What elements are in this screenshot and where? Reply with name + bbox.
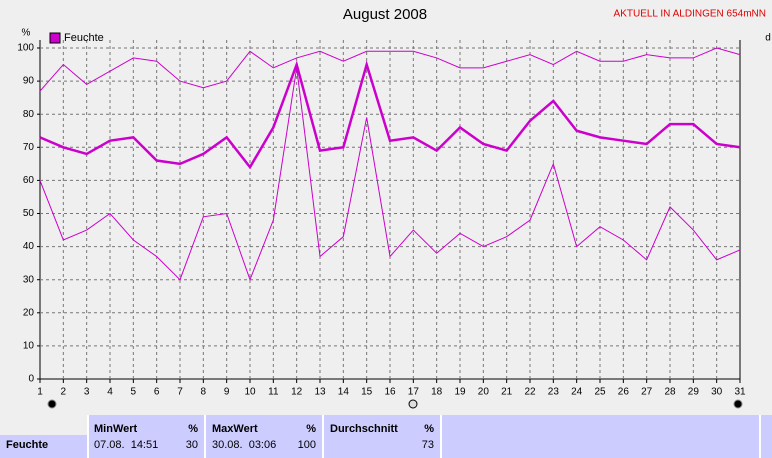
table-header: %	[188, 423, 198, 435]
x-tick-label: 9	[224, 387, 230, 398]
table-header: MaxWert	[212, 423, 258, 435]
x-tick-label: 19	[454, 387, 466, 398]
marker-icon	[733, 399, 743, 409]
x-tick-label: 30	[711, 387, 723, 398]
x-tick-label: 28	[664, 387, 676, 398]
table-corner	[0, 415, 88, 435]
x-tick-label: 31	[734, 387, 746, 398]
marker-icon	[47, 399, 57, 409]
x-tick-label: 4	[107, 387, 113, 398]
y-tick-label: 80	[23, 109, 35, 120]
series-line	[39, 47, 741, 92]
x-tick-label: 12	[291, 387, 303, 398]
y-tick-label: 30	[23, 274, 35, 285]
y-tick-label: 10	[23, 341, 35, 352]
x-tick-label: 13	[314, 387, 326, 398]
x-tick-label: 5	[131, 387, 137, 398]
y-tick-label: 70	[23, 142, 35, 153]
summary-table: MinWert % MaxWert % Durchschnitt % Feuch…	[0, 415, 772, 458]
x-tick-label: 6	[154, 387, 160, 398]
cell: 73	[422, 439, 434, 451]
x-tick-label: 24	[571, 387, 583, 398]
x-tick-label: 11	[268, 387, 279, 398]
x-tick-label: 18	[431, 387, 443, 398]
series-line	[39, 60, 741, 170]
table-header: %	[306, 423, 316, 435]
cell: 30.08. 03:06	[212, 439, 276, 451]
y-tick-label: 40	[23, 241, 35, 252]
table-header: MinWert	[94, 423, 138, 435]
x-tick-label: 10	[244, 387, 256, 398]
y-tick-label: 20	[23, 307, 35, 318]
chart-title: August 2008	[343, 6, 427, 23]
row-label: Feuchte	[6, 439, 48, 451]
y-tick-label: 90	[23, 76, 35, 87]
x-tick-label: 1	[37, 387, 43, 398]
x-tick-label: 17	[408, 387, 420, 398]
table-header: %	[424, 423, 434, 435]
x-tick-label: 15	[361, 387, 373, 398]
legend-swatch	[49, 32, 61, 44]
x-tick-label: 7	[177, 387, 183, 398]
x-tick-label: 20	[478, 387, 490, 398]
x-tick-label: 2	[61, 387, 67, 398]
x-tick-label: 27	[641, 387, 653, 398]
y-axis-label: %	[22, 28, 31, 39]
legend-label: Feuchte	[64, 32, 104, 44]
x-tick-label: 8	[201, 387, 207, 398]
x-tick-label: 3	[84, 387, 90, 398]
x-tick-label: 26	[618, 387, 630, 398]
right-label: d	[765, 33, 771, 44]
y-tick-label: 50	[23, 208, 35, 219]
x-tick-label: 25	[594, 387, 606, 398]
x-tick-label: 22	[524, 387, 536, 398]
y-tick-label: 100	[17, 43, 34, 54]
x-tick-label: 23	[548, 387, 560, 398]
x-tick-label: 14	[338, 387, 350, 398]
table-bg	[0, 415, 772, 458]
x-tick-label: 29	[688, 387, 700, 398]
marker-icon	[408, 399, 418, 409]
x-tick-label: 21	[501, 387, 513, 398]
y-tick-label: 60	[23, 175, 35, 186]
cell: 07.08. 14:51	[94, 439, 158, 451]
table-header: Durchschnitt	[330, 423, 398, 435]
y-tick-label: 0	[28, 374, 34, 385]
series-line	[39, 67, 741, 282]
cell: 100	[298, 439, 316, 451]
station-label: AKTUELL IN ALDINGEN 654mNN	[614, 9, 766, 20]
cell: 30	[186, 439, 198, 451]
x-tick-label: 16	[384, 387, 396, 398]
